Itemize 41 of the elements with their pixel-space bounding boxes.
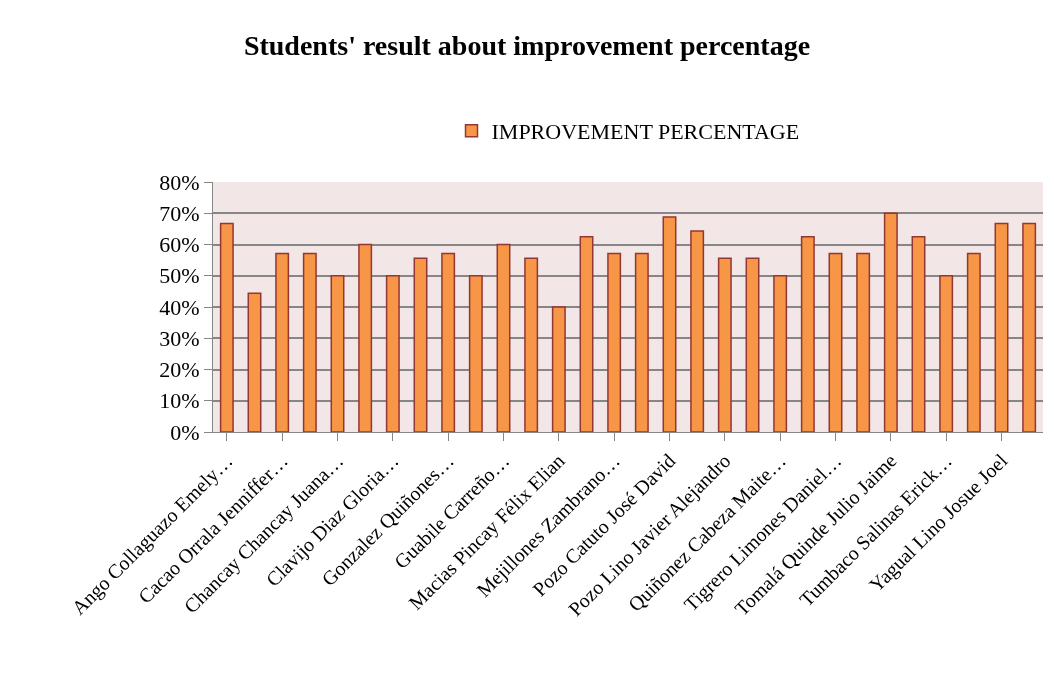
bar <box>662 216 677 432</box>
bar <box>634 252 649 432</box>
bar <box>275 252 290 432</box>
y-tick-label: 30% <box>159 325 200 351</box>
bar <box>496 243 511 432</box>
y-tick-label: 70% <box>159 200 200 226</box>
y-tick-label: 60% <box>159 232 200 258</box>
bar <box>828 252 843 432</box>
y-tick-label: 80% <box>159 169 200 195</box>
bar <box>690 230 705 432</box>
bar <box>468 275 483 432</box>
bar <box>358 243 373 432</box>
bar <box>247 292 262 432</box>
bar <box>717 257 732 432</box>
y-tick-label: 0% <box>170 419 200 445</box>
bar <box>939 275 954 432</box>
bar <box>911 235 926 432</box>
bar <box>1022 222 1037 432</box>
bar <box>413 257 428 432</box>
bar <box>883 212 898 432</box>
bar <box>579 235 594 432</box>
y-tick-label: 40% <box>159 294 200 320</box>
bar <box>966 252 981 432</box>
y-tick-label: 50% <box>159 263 200 289</box>
y-tick-label: 20% <box>159 357 200 383</box>
bar <box>330 275 345 432</box>
chart-title: Students' result about improvement percentage <box>243 29 811 61</box>
bar <box>607 252 622 432</box>
bar <box>302 252 317 432</box>
bar <box>441 252 456 432</box>
y-tick-label: 10% <box>159 388 200 414</box>
bar <box>994 222 1009 432</box>
bar <box>745 257 760 432</box>
bar <box>800 235 815 432</box>
bar <box>219 222 234 432</box>
bar <box>524 257 539 432</box>
bar <box>856 252 871 432</box>
bar <box>385 275 400 432</box>
legend-label: IMPROVEMENT PERCENTAGE <box>491 119 800 145</box>
bar <box>551 306 566 432</box>
bar <box>773 275 788 432</box>
